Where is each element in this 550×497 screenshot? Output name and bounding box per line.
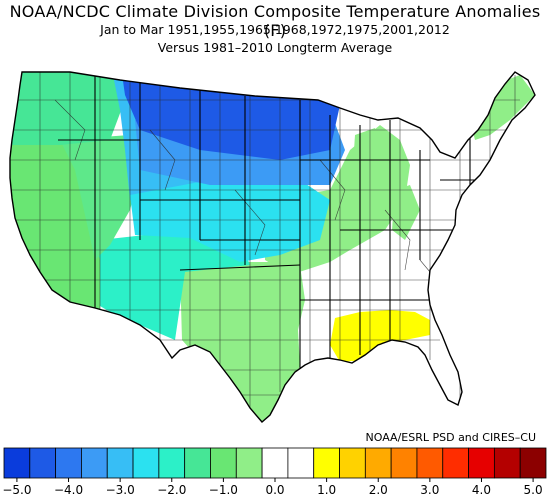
colorbar-cell [261,447,289,479]
region-california [10,140,100,310]
region-north-pacific-coast [10,72,125,145]
colorbar-cell [287,447,315,479]
colorbar-cell [442,447,469,479]
colorbar-tick-label: −3.0 [106,483,135,497]
colorbar-cell [55,447,82,479]
colorbar-cell [390,447,418,479]
colorbar-tick-label: −2.0 [157,483,186,497]
colorbar-cell [493,447,521,479]
subtitle-baseline: Versus 1981–2010 Longterm Average [157,40,393,55]
colorbar-tick-label: −5.0 [2,483,31,497]
colorbar-cell [210,447,237,479]
colorbar-tick-label: 2.0 [369,483,388,497]
colorbar-cell [416,447,444,479]
colorbar-cell [339,447,366,479]
colorbar-cell [468,447,495,479]
colorbar-cell [132,447,160,479]
colorbar-tick-label: 4.0 [472,483,491,497]
colorbar-cell [364,447,392,479]
us-climate-division-map [9,71,536,423]
colorbar-cell [184,447,211,479]
colorbar-tick-label: 5.0 [524,483,543,497]
credit: NOAA/ESRL PSD and CIRES–CU [365,431,536,444]
region-northeast-patch [392,185,420,240]
colorbar-cell [3,447,31,479]
colorbar-cell [313,447,340,479]
colorbar-tick-label: 3.0 [420,483,439,497]
region-texas-gulf [180,262,305,422]
colorbar: −5.0 −4.0 −3.0 −2.0 −1.0 0.0 1.0 2.0 3.0 4.0 5.0 [2,447,547,497]
title: NOAA/NCDC Climate Division Composite Tem… [9,2,541,40]
colorbar-tick-label: −1.0 [209,483,238,497]
subtitle-years: Jan to Mar 1951,1955,1965,1968,1972,1975… [100,22,450,37]
colorbar-cell [519,447,547,479]
colorbar-cell [158,447,186,479]
colorbar-cell [235,447,263,479]
colorbar-cell [29,447,57,479]
colorbar-cell [106,447,134,479]
colorbar-tick-label: 1.0 [317,483,336,497]
region-deep-south [330,310,430,362]
colorbar-tick-label: −4.0 [54,483,83,497]
colorbar-cell [81,447,108,479]
colorbar-tick-label: 0.0 [265,483,284,497]
